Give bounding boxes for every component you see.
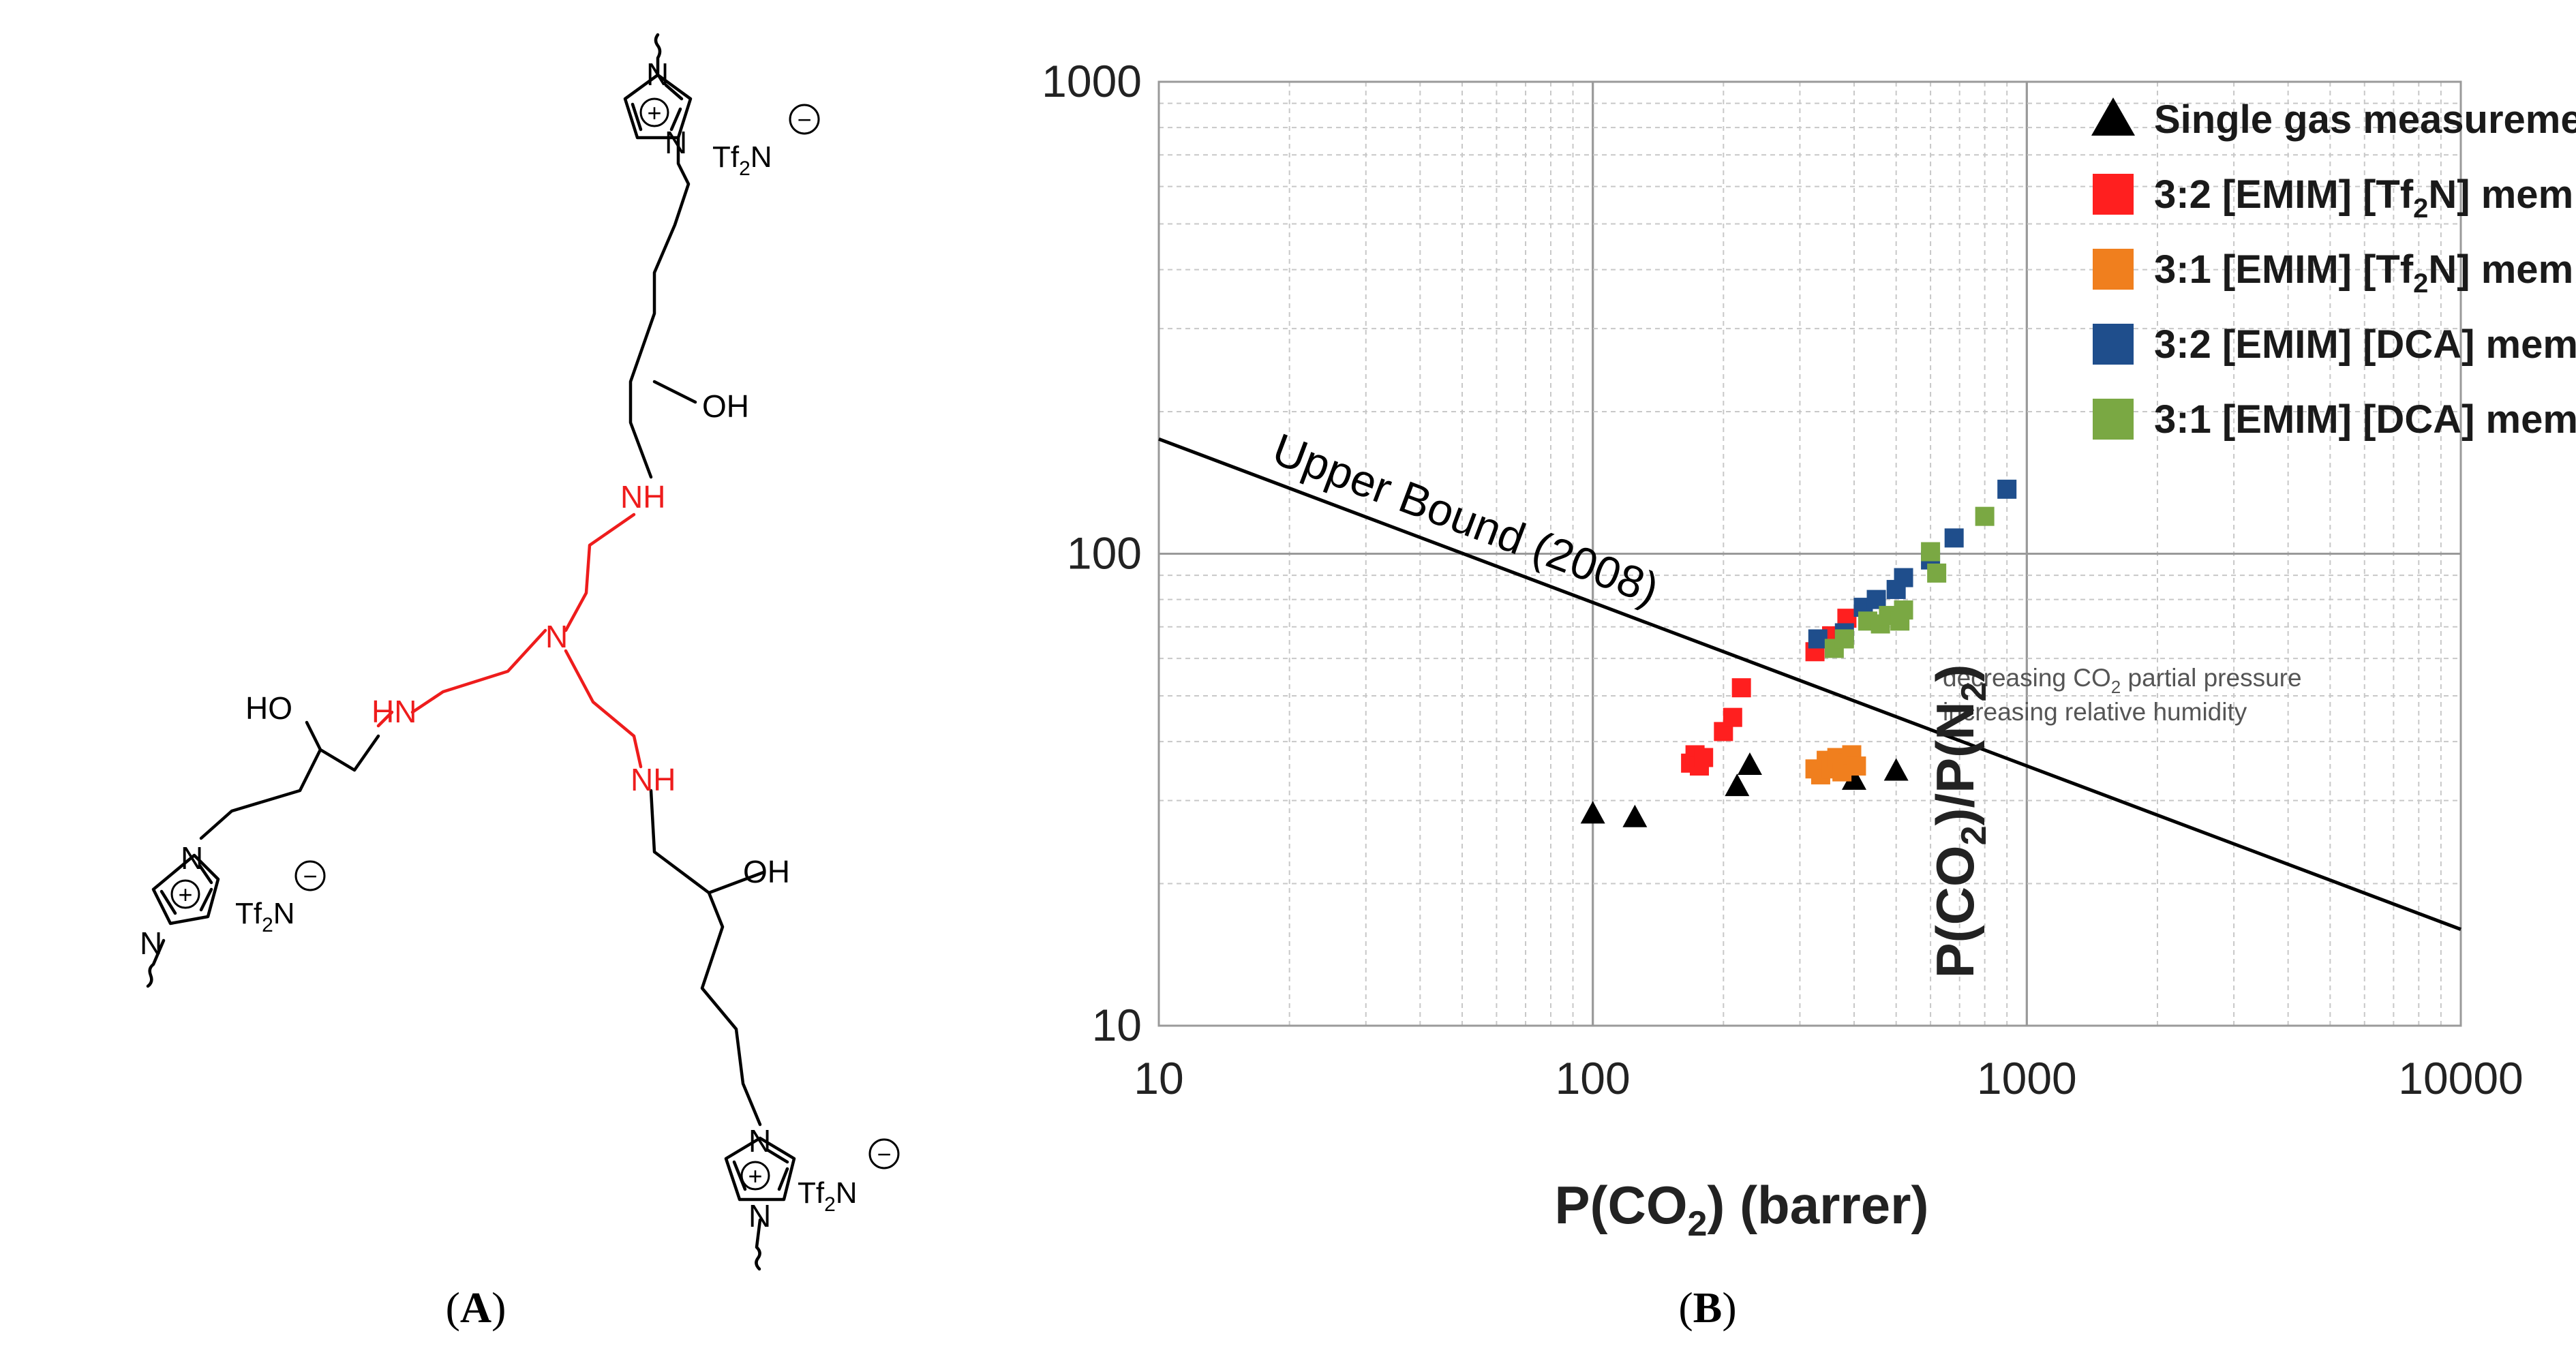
data-point-square — [1731, 678, 1751, 698]
robeson-plot: 10 100 1000 10000 10 100 1000 Upper Bound (200… — [1042, 56, 2576, 1332]
legend-label: 3:2 [EMIM] [DCA] membrane — [2154, 322, 2576, 367]
legend-marker-square — [2093, 249, 2134, 290]
data-point-square — [1927, 563, 1947, 583]
svg-text:Tf2N: Tf2N — [712, 140, 772, 180]
top-chain — [628, 136, 697, 479]
charge-plus-left: + — [170, 879, 200, 909]
atom-n-bottom-1: N — [748, 1123, 771, 1159]
left-chain — [199, 720, 380, 840]
atom-oh-bottom: OH — [743, 854, 790, 889]
charge-plus-top: + — [639, 97, 669, 127]
data-point-square — [1894, 568, 1913, 587]
data-point-square — [1866, 590, 1886, 609]
atom-n-center: N — [545, 619, 568, 654]
data-point-square — [1808, 629, 1828, 649]
anion-top: Tf2N − — [712, 104, 820, 180]
atom-nh-bottom: NH — [631, 762, 676, 797]
bottom-chain — [649, 789, 766, 1127]
data-point-square — [1834, 629, 1854, 649]
svg-text:−: − — [797, 106, 811, 134]
data-point-square — [1723, 707, 1742, 727]
atom-n-top-1: N — [646, 57, 669, 92]
legend: Single gas measurements 3:2 [EMIM] [Tf2N]… — [2091, 97, 2576, 442]
x-tick-label: 100 — [1556, 1053, 1631, 1103]
legend-label: Single gas measurements — [2154, 97, 2576, 142]
legend-marker-triangle — [2091, 97, 2135, 136]
svg-text:increasing relative humidity: increasing relative humidity — [1943, 698, 2247, 726]
y-tick-label: 100 — [1067, 528, 1142, 579]
anion-bottom: Tf2N − — [798, 1138, 900, 1216]
left-imidazolium-ring — [146, 853, 220, 988]
atom-nh-top: NH — [620, 479, 665, 515]
svg-text:+: + — [178, 881, 192, 908]
axis-tick-labels: 10 100 1000 10000 10 100 1000 — [1042, 56, 2524, 1103]
legend-marker-square — [2093, 324, 2134, 365]
atom-n-left-2: N — [140, 926, 162, 961]
data-point-square — [1997, 479, 2017, 499]
legend-label: 3:2 [EMIM] [Tf2N] membrane — [2154, 172, 2576, 224]
caption-a: (A) — [446, 1283, 506, 1332]
atom-oh-top: OH — [702, 388, 749, 424]
data-point-triangle — [1883, 758, 1909, 781]
data-point-square — [1894, 600, 1913, 620]
data-point-triangle — [1580, 801, 1605, 824]
caption-b: (B) — [1678, 1283, 1736, 1332]
x-axis-label: P(CO2) (barrer) — [1555, 1175, 1929, 1244]
anion-left: Tf2N − — [235, 860, 326, 936]
svg-text:−: − — [303, 862, 317, 890]
y-tick-label: 10 — [1092, 1000, 1142, 1050]
data-point-square — [1921, 542, 1941, 562]
upper-bound-line — [1158, 437, 2461, 931]
legend-marker-square — [2093, 174, 2134, 215]
legend-marker-square — [2093, 399, 2134, 440]
svg-text:−: − — [877, 1140, 891, 1168]
atom-hn-left: HN — [372, 694, 416, 729]
data-point-triangle — [1841, 767, 1866, 790]
data-point-square — [1847, 756, 1866, 776]
plot-grid — [1157, 80, 2462, 1027]
svg-text:+: + — [748, 1162, 762, 1190]
panel-b-chart: 10 100 1000 10000 10 100 1000 Upper Bound (200… — [954, 0, 2576, 1358]
charge-plus-bottom: + — [740, 1161, 770, 1191]
humidity-annotation: decreasing CO2 partial pressure increasi… — [1943, 664, 2302, 726]
legend-label: 3:1 [EMIM] [Tf2N] membrane — [2154, 247, 2576, 299]
y-axis-label: P(CO2)/P(N2) — [1925, 664, 1994, 979]
top-imidazolium-ring — [623, 33, 693, 140]
x-tick-label: 1000 — [1977, 1053, 2077, 1103]
atom-n-left-1: N — [181, 840, 203, 876]
plot-area-frame — [1157, 80, 2462, 1027]
svg-text:Tf2N: Tf2N — [235, 897, 295, 936]
data-point-square — [1944, 528, 1964, 548]
data-points — [1580, 479, 2017, 827]
svg-text:decreasing CO2 partial pressur: decreasing CO2 partial pressure — [1943, 664, 2302, 697]
panel-a-structure: N N OH HO N N OH N N NH N HN NH + + + — [0, 0, 954, 1358]
bottom-imidazolium-ring — [724, 1136, 796, 1271]
data-point-triangle — [1622, 804, 1648, 827]
data-point-square — [1975, 506, 1995, 526]
svg-text:+: + — [647, 99, 661, 127]
structure-diagram: N N OH HO N N OH N N NH N HN NH + + + — [140, 33, 900, 1332]
legend-label: 3:1 [EMIM] [DCA] membrane — [2154, 397, 2576, 442]
atom-n-bottom-2: N — [748, 1198, 771, 1234]
atom-n-top-2: N — [665, 125, 687, 160]
data-point-triangle — [1725, 774, 1750, 797]
data-point-square — [1694, 748, 1714, 767]
y-tick-label: 1000 — [1042, 56, 1142, 106]
atom-ho-left: HO — [245, 690, 292, 726]
svg-text:Tf2N: Tf2N — [798, 1176, 858, 1216]
data-point-triangle — [1737, 752, 1762, 775]
core-amine-red — [376, 513, 643, 769]
x-tick-label: 10000 — [2398, 1053, 2524, 1103]
upper-bound-label: Upper Bound (2008) — [1267, 423, 1666, 614]
x-tick-label: 10 — [1134, 1053, 1183, 1103]
